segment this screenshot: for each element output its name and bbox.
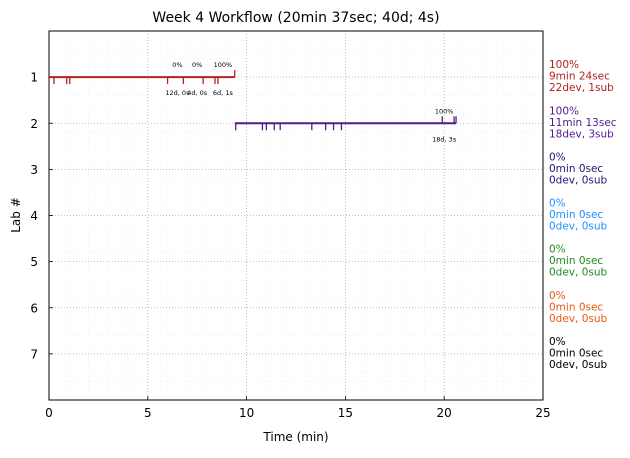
lab-1-summary-line: 100% [549, 59, 579, 71]
y-tick-label: 2 [30, 117, 38, 131]
lab-7-summary-line: 0dev, 0sub [549, 359, 608, 371]
lab-3-summary-line: 0min 0sec [549, 163, 603, 175]
lab-1-marker-sublabel: 6d, 1s [213, 89, 234, 97]
lab-4-summary-line: 0dev, 0sub [549, 221, 608, 233]
chart-title: Week 4 Workflow (20min 37sec; 40d; 4s) [152, 10, 439, 26]
lab-7-summary-line: 0min 0sec [549, 347, 603, 359]
lab-1-summary-line: 9min 24sec [549, 71, 610, 83]
x-tick-label: 10 [239, 406, 254, 420]
lab-2-summary-line: 18dev, 3sub [549, 128, 614, 140]
lab-3-summary-line: 0dev, 0sub [549, 174, 608, 186]
y-tick-label: 6 [30, 301, 38, 315]
y-axis-label: Lab # [9, 197, 23, 233]
y-tick-label: 5 [30, 255, 38, 269]
lab-1-marker-label: 0% [192, 61, 202, 69]
y-tick-label: 7 [30, 347, 38, 361]
y-tick-label: 1 [30, 71, 38, 85]
lab-2-marker-label: 100% [435, 107, 454, 115]
x-tick-label: 0 [45, 406, 53, 420]
lab-6-summary-line: 0% [549, 290, 566, 302]
x-axis-label: Time (min) [262, 430, 328, 444]
lab-5-summary-line: 0min 0sec [549, 255, 603, 267]
lab-1-marker-sublabel: 12d, 0s [165, 89, 190, 97]
x-tick-label: 20 [437, 406, 452, 420]
lab-1-summary-line: 22dev, 1sub [549, 82, 614, 94]
lab-2-summary-line: 100% [549, 105, 579, 117]
x-tick-label: 5 [144, 406, 152, 420]
lab-5-summary-line: 0dev, 0sub [549, 267, 608, 279]
lab-7-summary-line: 0% [549, 336, 566, 348]
lab-1-marker-label: 100% [214, 61, 233, 69]
x-tick-label: 25 [535, 406, 550, 420]
lab-6-summary-line: 0min 0sec [549, 301, 603, 313]
lab-1-marker-label: 0% [172, 61, 182, 69]
y-tick-label: 3 [30, 163, 38, 177]
lab-3-summary-line: 0% [549, 151, 566, 163]
y-tick-label: 4 [30, 209, 38, 223]
lab-2-summary-line: 11min 13sec [549, 117, 617, 129]
lab-5-summary-line: 0% [549, 244, 566, 256]
lab-1-marker-sublabel: 4d, 0s [187, 89, 208, 97]
plot-area: 0 5 10 15 20 25 1 2 3 4 5 6 7 0% 12d, 0s 0% 4d, 0s 100% 6d… [30, 30, 617, 420]
lab-2-marker-sublabel: 18d, 3s [432, 135, 457, 143]
x-tick-label: 15 [338, 406, 353, 420]
lab-6-summary-line: 0dev, 0sub [549, 313, 608, 325]
lab-4-summary-line: 0% [549, 198, 566, 210]
lab-4-summary-line: 0min 0sec [549, 209, 603, 221]
